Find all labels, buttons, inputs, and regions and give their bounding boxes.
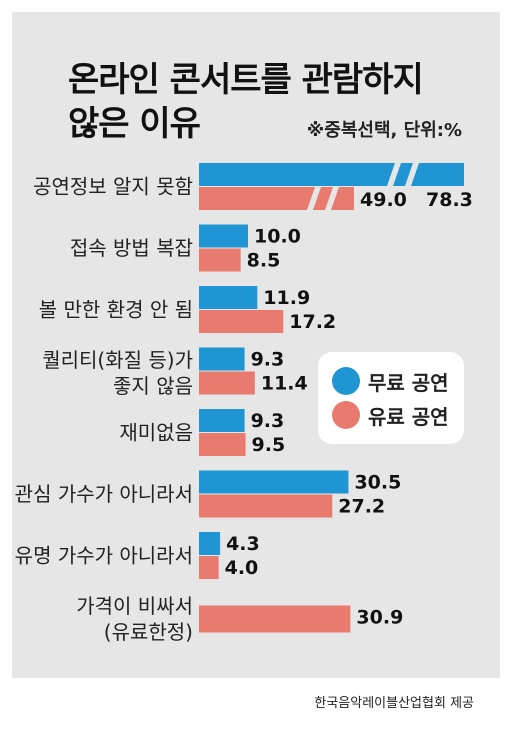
- axis-break-free-b-0: [405, 163, 419, 186]
- bar-paid-3: [199, 371, 255, 395]
- legend-swatch-paid: [332, 401, 360, 429]
- bar-free-5: [199, 470, 349, 494]
- legend-label-free: 무료 공연: [368, 370, 449, 395]
- value-label-free-5: 30.5: [354, 472, 401, 494]
- bar-paid-1: [199, 248, 241, 272]
- value-label-paid-4: 9.5: [252, 434, 286, 456]
- category-label-5: 관심 가수가 아니라서: [15, 482, 193, 506]
- bar-paid-5: [199, 494, 333, 518]
- legend: 무료 공연 유료 공연: [318, 352, 464, 444]
- source-credit: 한국음악레이블산업협회 제공: [314, 696, 474, 711]
- value-label-paid-1: 8.5: [247, 250, 281, 272]
- bar-paid-4: [199, 433, 246, 456]
- bar-free-6: [199, 532, 221, 555]
- value-label-paid-7: 30.9: [356, 607, 403, 629]
- axis-break-free-a-0: [387, 163, 401, 186]
- value-label-free-3: 9.3: [251, 349, 285, 371]
- category-label-1: 접속 방법 복잡: [70, 236, 193, 260]
- value-label-paid-2: 17.2: [289, 311, 336, 333]
- category-label-0: 공연정보 알지 못함: [33, 175, 193, 199]
- legend-label-paid: 유료 공연: [368, 404, 449, 429]
- bar-free-2: [199, 286, 258, 309]
- axis-break-paid-b-0: [325, 187, 339, 210]
- value-label-free-6: 4.3: [226, 533, 260, 555]
- bar-free-4: [199, 409, 245, 432]
- legend-swatch-free: [332, 367, 360, 395]
- value-label-free-0: 78.3: [426, 189, 473, 211]
- category-label-3: 퀄리티(화질 등)가 좋지 않음: [42, 348, 193, 398]
- category-label-6: 유명 가수가 아니라서: [15, 544, 193, 568]
- chart-title: 온라인 콘서트를 관람하지 않은 이유: [68, 60, 424, 144]
- bar-paid-7: [199, 605, 351, 633]
- value-label-paid-0: 49.0: [360, 189, 407, 211]
- value-label-paid-3: 11.4: [261, 373, 308, 395]
- value-label-paid-6: 4.0: [225, 557, 259, 579]
- value-label-free-4: 9.3: [251, 410, 285, 432]
- bar-paid-2: [199, 310, 284, 333]
- value-label-free-2: 11.9: [263, 287, 310, 309]
- value-label-paid-5: 27.2: [338, 496, 385, 518]
- axis-break-paid-a-0: [307, 187, 321, 210]
- category-label-4: 재미없음: [119, 421, 193, 445]
- unit-note: ※중복선택, 단위:%: [306, 120, 462, 141]
- legend-item-free: 무료 공연: [332, 364, 449, 398]
- bar-free-3: [199, 347, 245, 371]
- value-label-free-1: 10.0: [254, 226, 301, 248]
- category-label-7: 가격이 비싸서 (유료한정): [76, 594, 193, 644]
- chart-panel: [12, 12, 500, 678]
- bar-free-1: [199, 224, 248, 248]
- bar-paid-6: [199, 556, 219, 579]
- category-label-2: 볼 만한 환경 안 됨: [39, 298, 193, 322]
- bar-free-0: [199, 163, 464, 186]
- legend-item-paid: 유료 공연: [332, 398, 449, 432]
